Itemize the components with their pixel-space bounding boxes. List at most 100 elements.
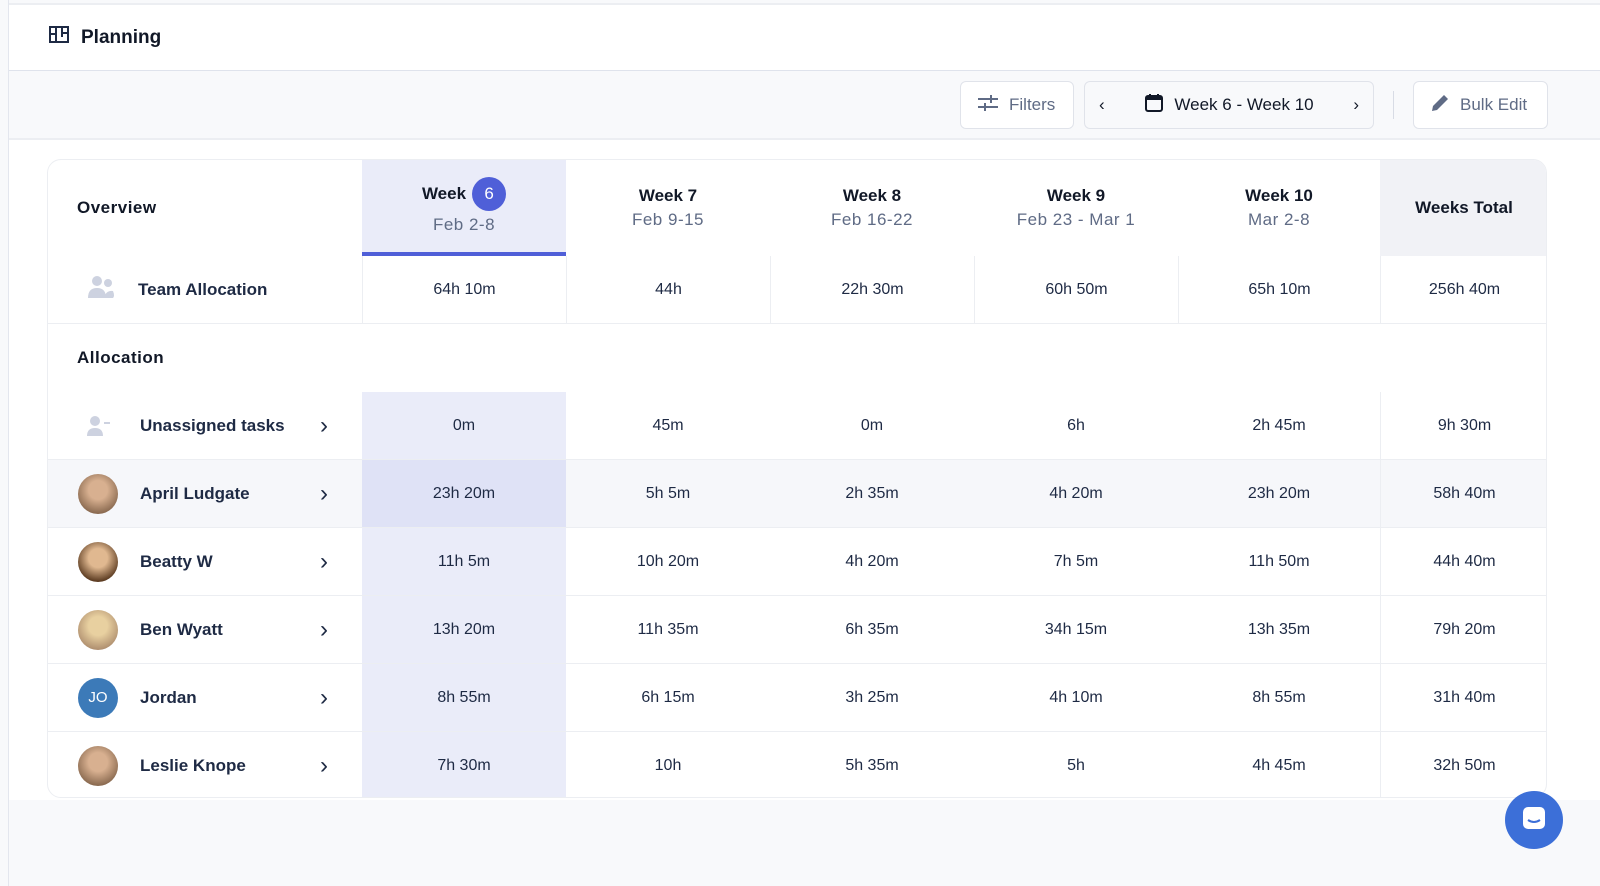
allocation-cell[interactable]: 45m (566, 392, 770, 460)
chevron-right-icon[interactable]: › (320, 615, 328, 643)
avatar: JO (78, 677, 118, 718)
person-row-label[interactable]: Ben Wyatt › (48, 596, 362, 664)
sliders-icon (977, 94, 999, 117)
allocation-cell[interactable]: 11h 50m (1178, 528, 1380, 596)
week-column-header[interactable]: Week 10 Mar 2-8 (1178, 160, 1380, 256)
allocation-cell[interactable]: 4h 20m (974, 460, 1178, 528)
avatar (78, 746, 118, 786)
chevron-right-icon[interactable]: › (320, 752, 328, 779)
chat-launcher-button[interactable] (1505, 791, 1563, 849)
allocation-cell[interactable]: 4h 10m (974, 664, 1178, 732)
week-name: Week (421, 184, 467, 203)
week-column-header[interactable]: Week 7 Feb 9-15 (566, 160, 770, 256)
allocation-cell[interactable]: 7h 30m (362, 732, 566, 797)
allocation-cell[interactable]: 4h 45m (1252, 757, 1306, 774)
allocation-cell[interactable]: 7h 5m (974, 528, 1178, 596)
allocation-cell[interactable]: 2h 45m (1178, 392, 1380, 460)
week-label: Week 9 (1047, 186, 1105, 206)
allocation-cell[interactable]: 10h 20m (566, 528, 770, 596)
chevron-right-icon[interactable]: › (320, 547, 328, 575)
unassigned-user-icon (78, 406, 118, 446)
team-allocation-value: 65h 10m (1178, 256, 1380, 324)
allocation-cell[interactable]: 5h (1067, 757, 1085, 774)
allocation-cell[interactable]: 8h 55m (362, 664, 566, 732)
board-icon (49, 26, 69, 49)
week-dates: Feb 16-22 (831, 210, 913, 229)
chat-icon (1521, 805, 1547, 836)
allocation-cell[interactable]: 0m (770, 392, 974, 460)
avatar (78, 609, 118, 650)
toolbar-divider (1393, 91, 1394, 119)
week-label: Week 8 (843, 186, 901, 206)
person-name: Unassigned tasks (140, 415, 285, 435)
allocation-cell[interactable]: 6h 35m (770, 596, 974, 664)
chevron-right-icon[interactable]: › (320, 683, 328, 711)
week-label: Week 6 (421, 177, 507, 211)
week-dates: Feb 23 - Mar 1 (1016, 210, 1136, 229)
bulk-edit-button[interactable]: Bulk Edit (1413, 81, 1548, 129)
person-row-label[interactable]: Leslie Knope › (48, 732, 362, 797)
person-total: 79h 20m (1380, 596, 1546, 664)
allocation-cell[interactable]: 6h (974, 392, 1178, 460)
team-allocation-value: 44h (566, 256, 770, 324)
allocation-cell[interactable]: 5h 5m (566, 460, 770, 528)
current-week-badge: 6 (472, 177, 507, 211)
allocation-cell[interactable]: 3h 25m (770, 664, 974, 732)
week-column-header[interactable]: Week 9 Feb 23 - Mar 1 (974, 160, 1178, 256)
week-range-navigator: ‹ Week 6 - Week 10 › (1084, 81, 1374, 129)
allocation-cell[interactable]: 6h 15m (566, 664, 770, 732)
person-total: 32h 50m (1380, 732, 1546, 797)
allocation-cell[interactable]: 13h 35m (1178, 596, 1380, 664)
allocation-cell[interactable]: 10h (654, 757, 682, 774)
allocation-cell[interactable]: 11h 35m (566, 596, 770, 664)
week-dates: Feb 9-15 (631, 210, 705, 229)
week-label: Week 7 (639, 186, 697, 206)
week-name: Week 10 (1245, 186, 1313, 205)
person-total: 9h 30m (1380, 392, 1546, 460)
team-allocation-name: Team Allocation (138, 279, 268, 299)
week-dates: Feb 2-8 (432, 215, 496, 234)
person-name: Jordan (140, 687, 197, 707)
allocation-cell[interactable]: 2h 35m (770, 460, 974, 528)
team-icon (86, 274, 116, 305)
allocation-cell[interactable]: 23h 20m (362, 460, 566, 528)
person-row-label[interactable]: April Ludgate › (48, 460, 362, 528)
allocation-cell[interactable]: 34h 15m (974, 596, 1178, 664)
filters-label: Filters (1009, 95, 1056, 114)
toolbar: Filters ‹ Week 6 - Week 10 › Bulk Edit (9, 71, 1600, 140)
planning-table: Overview Week 6 Feb 2-8 Week 7 Feb 9-15 Week 8… (47, 159, 1547, 798)
chevron-right-icon[interactable]: › (1353, 95, 1359, 114)
allocation-cell[interactable]: 4h 20m (770, 528, 974, 596)
allocation-cell[interactable]: 13h 20m (362, 596, 566, 664)
week-name: Week 8 (842, 186, 902, 205)
weeks-total-header: Weeks Total (1380, 160, 1546, 256)
person-total: 58h 40m (1380, 460, 1546, 528)
week-column-header[interactable]: Week 8 Feb 16-22 (770, 160, 974, 256)
person-row-label[interactable]: Unassigned tasks › (48, 392, 362, 460)
avatar (78, 473, 118, 514)
page-title: Planning (81, 26, 162, 48)
chevron-right-icon[interactable]: › (320, 479, 328, 507)
allocation-cell[interactable]: 5h 35m (845, 757, 899, 774)
allocation-cell[interactable]: 23h 20m (1178, 460, 1380, 528)
person-row-label[interactable]: Beatty W › (48, 528, 362, 596)
person-row-label[interactable]: JO Jordan › (48, 664, 362, 732)
chevron-right-icon[interactable]: › (320, 411, 328, 439)
person-name: Leslie Knope (140, 756, 246, 775)
week-column-header[interactable]: Week 6 Feb 2-8 (362, 160, 566, 256)
page-header: Planning (9, 3, 1600, 71)
allocation-cell[interactable]: 8h 55m (1178, 664, 1380, 732)
bulk-edit-label: Bulk Edit (1460, 95, 1528, 114)
team-allocation-value: 22h 30m (770, 256, 974, 324)
team-allocation-total: 256h 40m (1380, 256, 1546, 324)
week-name: Week 7 (638, 186, 698, 205)
week-dates: Mar 2-8 (1247, 210, 1311, 229)
filters-button[interactable]: Filters (960, 81, 1074, 129)
overview-header: Overview (77, 198, 157, 217)
person-name: April Ludgate (140, 483, 250, 503)
allocation-cell[interactable]: 0m (362, 392, 566, 460)
chevron-left-icon[interactable]: ‹ (1099, 95, 1105, 114)
left-sidebar-edge (0, 0, 9, 886)
allocation-cell[interactable]: 11h 5m (362, 528, 566, 596)
week-range-picker[interactable]: Week 6 - Week 10 (1144, 93, 1314, 118)
